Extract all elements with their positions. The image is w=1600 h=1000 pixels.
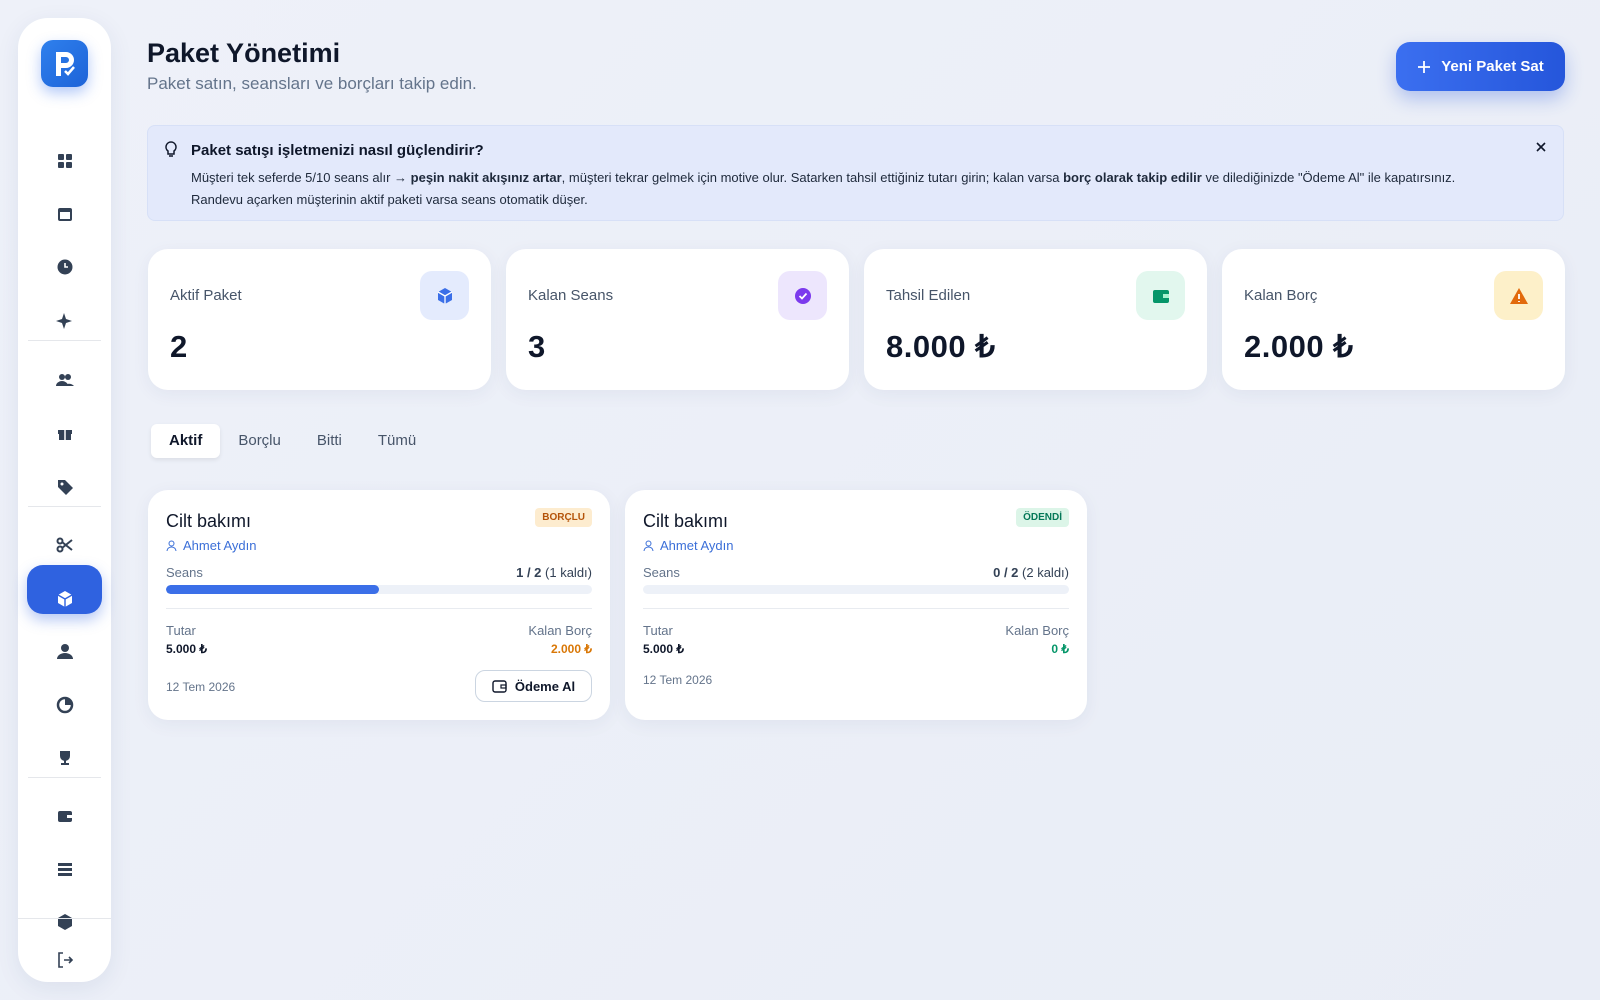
nav-scissors[interactable]: [55, 535, 75, 555]
payment-button[interactable]: Ödeme Al: [475, 670, 592, 702]
sidebar: [18, 18, 111, 982]
page-title: Paket Yönetimi: [147, 38, 341, 68]
stat-label: Aktif Paket: [170, 287, 242, 304]
stat-label: Kalan Seans: [528, 287, 614, 304]
package-card: Cilt bakımı BORÇLU Ahmet Aydın Seans 1 /…: [148, 490, 610, 720]
stat-card: Kalan Seans 3: [506, 249, 849, 390]
status-badge: BORÇLU: [535, 508, 592, 527]
text: Randevu açarken müşterinin aktif paketi …: [191, 192, 588, 207]
nav-gift[interactable]: [55, 423, 75, 443]
logo[interactable]: [41, 40, 88, 87]
debt-label: Kalan Borç: [528, 623, 592, 638]
tab[interactable]: Aktif: [151, 424, 221, 458]
nav-calendar[interactable]: [55, 204, 75, 224]
sessions-label: Seans: [166, 565, 203, 580]
progress-fill: [166, 585, 379, 594]
package-name: Cilt bakımı: [643, 511, 729, 531]
tab[interactable]: Bitti: [316, 432, 342, 449]
button-label: Ödeme Al: [514, 678, 576, 694]
package-name: Cilt bakımı: [166, 511, 252, 531]
text: peşin nakit akışınız artar: [410, 170, 562, 185]
date: 12 Tem 2026: [166, 680, 236, 694]
sessions-count: 0 / 2: [993, 565, 1019, 580]
stat-card: Aktif Paket 2: [148, 249, 491, 390]
nav-chart[interactable]: [55, 695, 75, 715]
stat-icon: [1136, 271, 1185, 320]
customer-name: Ahmet Aydın: [183, 538, 257, 553]
separator: [28, 777, 101, 778]
nav-list[interactable]: [55, 859, 75, 879]
nav-tag[interactable]: [55, 477, 75, 497]
stat-value: 2: [170, 329, 188, 364]
text: Müşteri tek seferde 5/10 seans alır →: [191, 170, 411, 185]
separator: [28, 340, 101, 341]
text: , müşteri tekrar gelmek için motive olur…: [561, 170, 1064, 185]
nav-sparkle[interactable]: [55, 311, 75, 331]
sessions-count: 1 / 2: [516, 565, 542, 580]
new-package-button[interactable]: Yeni Paket Sat: [1396, 42, 1565, 91]
nav-dashboard[interactable]: [55, 151, 75, 171]
nav-wallet[interactable]: [55, 806, 75, 826]
debt-label: Kalan Borç: [1005, 623, 1069, 638]
nav-logout[interactable]: [55, 950, 75, 970]
separator: [18, 918, 111, 919]
nav-users[interactable]: [55, 370, 75, 390]
stat-icon: [420, 271, 469, 320]
text: borç olarak takip edilir: [1063, 170, 1202, 185]
amount-label: Tutar: [166, 623, 196, 638]
status-badge: ÖDENDİ: [1016, 508, 1069, 527]
sessions: 1 / 2 (1 kaldı): [516, 565, 592, 580]
info-banner: Paket satışı işletmenizi nasıl güçlendir…: [147, 125, 1564, 221]
stat-value: 3: [528, 329, 546, 364]
debt: 0 ₺: [1051, 642, 1069, 656]
sessions: 0 / 2 (2 kaldı): [993, 565, 1069, 580]
button-label: Yeni Paket Sat: [1441, 58, 1544, 75]
sessions-label: Seans: [643, 565, 680, 580]
progress-bar: [166, 585, 592, 594]
package-card: Cilt bakımı ÖDENDİ Ahmet Aydın Seans 0 /…: [625, 490, 1087, 720]
nav-person[interactable]: [55, 641, 75, 661]
separator: [28, 506, 101, 507]
stat-icon: [778, 271, 827, 320]
text: ve dilediğinizde "Ödeme Al" ile kapatırs…: [1201, 170, 1456, 185]
stat-card: Tahsil Edilen 8.000 ₺: [864, 249, 1207, 390]
nav-trophy[interactable]: [55, 748, 75, 768]
stat-card: Kalan Borç 2.000 ₺: [1222, 249, 1565, 390]
page-subtitle: Paket satın, seansları ve borçları takip…: [147, 74, 477, 93]
tab[interactable]: Borçlu: [238, 432, 281, 449]
stat-icon: [1494, 271, 1543, 320]
divider: [166, 608, 592, 609]
amount: 5.000 ₺: [166, 642, 207, 656]
nav-box[interactable]: [55, 912, 75, 932]
date: 12 Tem 2026: [643, 673, 713, 687]
stat-label: Tahsil Edilen: [886, 287, 971, 304]
debt: 2.000 ₺: [551, 642, 592, 656]
info-title: Paket satışı işletmenizi nasıl güçlendir…: [191, 142, 484, 159]
close-button[interactable]: [1535, 141, 1547, 153]
sessions-remaining: (2 kaldı): [1022, 565, 1069, 580]
sessions-remaining: (1 kaldı): [545, 565, 592, 580]
stat-label: Kalan Borç: [1244, 287, 1318, 304]
divider: [643, 608, 1069, 609]
customer[interactable]: Ahmet Aydın: [643, 538, 733, 553]
nav-packages[interactable]: [55, 589, 75, 609]
nav-clock[interactable]: [55, 257, 75, 277]
customer-name: Ahmet Aydın: [660, 538, 734, 553]
tab[interactable]: Tümü: [377, 432, 417, 449]
progress-bar: [643, 585, 1069, 594]
stat-value: 2.000 ₺: [1244, 329, 1354, 364]
tabs: Aktif Borçlu Bitti Tümü: [151, 424, 434, 458]
stat-value: 8.000 ₺: [886, 329, 996, 364]
amount: 5.000 ₺: [643, 642, 684, 656]
amount-label: Tutar: [643, 623, 673, 638]
bulb-icon: [165, 141, 177, 157]
info-body: Müşteri tek seferde 5/10 seans alır → pe…: [191, 167, 1521, 211]
customer[interactable]: Ahmet Aydın: [166, 538, 256, 553]
